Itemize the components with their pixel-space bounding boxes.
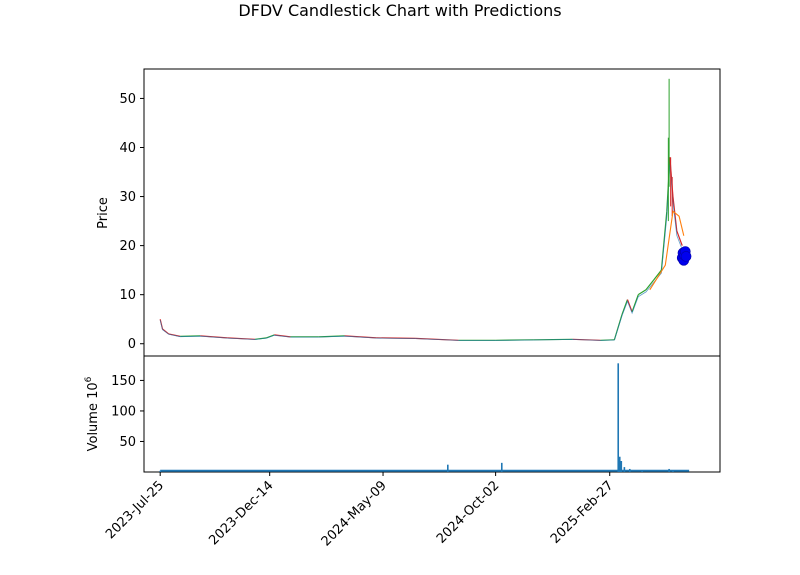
price-y-axis: 0 10 20 30 40 50: [119, 92, 144, 352]
volume-y-tick-label: 150: [111, 374, 136, 389]
x-axis: 2023-Jul-25 2023-Dec-14 2024-May-09 2024-Oc…: [103, 472, 617, 549]
price-y-tick-label: 30: [119, 190, 136, 205]
price-panel: [143, 68, 721, 357]
price-segment: [626, 299, 633, 313]
price-y-tick-label: 20: [119, 239, 136, 254]
price-segment: [631, 294, 639, 313]
price-plot-area: [159, 78, 692, 341]
price-y-tick-label: 50: [119, 92, 136, 107]
volume-plot-area: [159, 363, 690, 472]
volume-bar: [618, 456, 621, 472]
price-segment: [676, 230, 683, 246]
volume-bar: [623, 467, 626, 472]
price-y-tick-label: 10: [119, 288, 136, 303]
chart-title: DFDV Candlestick Chart with Predictions: [238, 1, 561, 20]
price-segment: [672, 196, 678, 231]
volume-bar: [620, 461, 623, 472]
x-tick-label: 2024-May-09: [319, 478, 390, 549]
price-y-tick-label: 40: [119, 141, 136, 156]
volume-bar: [500, 462, 503, 472]
prediction-line: [649, 210, 685, 291]
x-tick-label: 2023-Jul-25: [103, 478, 167, 542]
price-segment: [645, 279, 655, 291]
price-segment: [637, 289, 647, 296]
volume-bar: [617, 363, 620, 472]
price-y-label: Price: [96, 197, 111, 229]
price-y-tick-label: 0: [128, 337, 136, 352]
price-segment: [653, 269, 662, 281]
price-segment: [621, 299, 629, 315]
moving-average-line: [159, 164, 683, 341]
volume-y-tick-label: 50: [119, 435, 136, 450]
volume-y-label: Volume 106: [84, 376, 101, 451]
x-tick-label: 2024-Oct-02: [434, 478, 502, 546]
volume-y-axis: 50 100 150: [111, 374, 144, 450]
volume-y-tick-label: 100: [111, 404, 136, 419]
x-tick-label: 2023-Dec-14: [206, 478, 276, 548]
volume-bar: [447, 464, 449, 472]
prediction-marker: [680, 251, 692, 262]
volume-panel: [143, 355, 721, 473]
x-tick-label: 2025-Feb-27: [548, 478, 617, 547]
